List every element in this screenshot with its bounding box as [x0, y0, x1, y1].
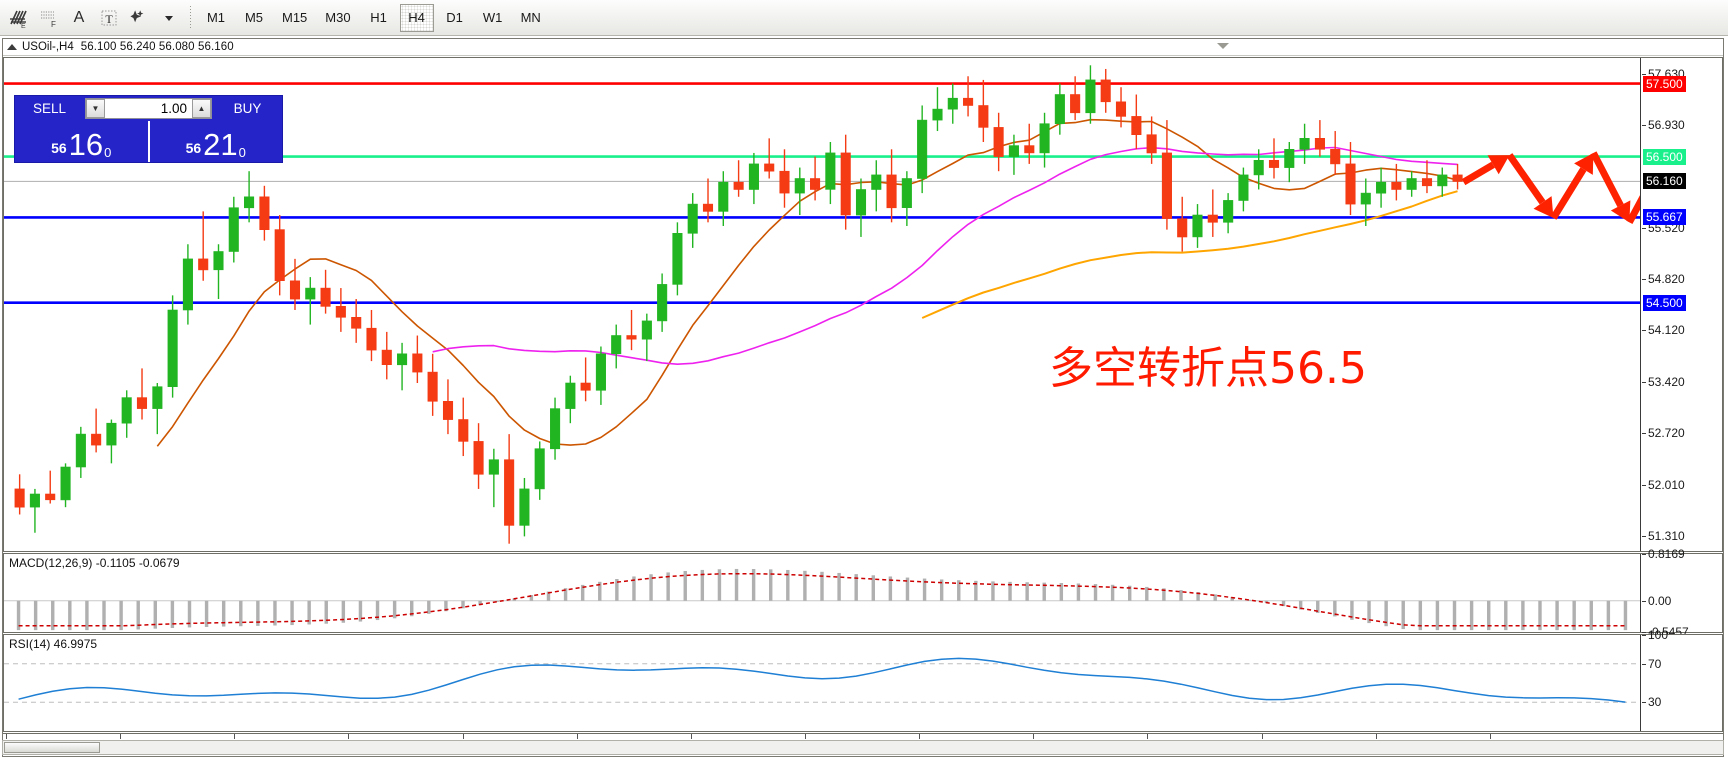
- timeframe-h4[interactable]: H4: [399, 3, 434, 32]
- chart-window: USOil-,H4 56.100 56.240 56.080 56.160 57…: [2, 38, 1724, 757]
- dropdown-arrow-icon[interactable]: [154, 3, 184, 33]
- scrollbar-thumb[interactable]: [4, 742, 100, 753]
- text-label-glyph: T: [101, 10, 117, 26]
- rsi-pane: RSI(14) 46.9975 100 70 30: [3, 628, 1723, 732]
- text-label-icon[interactable]: T: [94, 3, 124, 33]
- collapse-triangle-icon[interactable]: [7, 44, 17, 50]
- buy-price-prefix: 56: [185, 140, 202, 156]
- one-click-trading-panel: SELL ▼ 1.00 ▲ BUY 56 16 0 56 21 0: [14, 95, 283, 163]
- indicators-icon[interactable]: E: [4, 3, 34, 33]
- trade-panel-top-row: SELL ▼ 1.00 ▲ BUY: [15, 96, 282, 121]
- pane-divider-marker[interactable]: [1217, 43, 1229, 49]
- macd-pane: MACD(12,26,9) -0.1105 -0.0679 0.8169 0.00…: [3, 547, 1723, 639]
- symbol-name: USOil-,H4: [22, 41, 74, 53]
- main-toolbar: E F A T: [0, 0, 1728, 36]
- timeframe-m15[interactable]: M15: [282, 10, 308, 25]
- sell-button[interactable]: SELL: [32, 101, 67, 116]
- crosshair-glyph: F: [41, 11, 56, 29]
- objects-glyph: [130, 9, 144, 22]
- chart-annotation-text: 多空转折点56.5: [1049, 342, 1367, 394]
- macd-label: MACD(12,26,9) -0.1105 -0.0679: [9, 556, 180, 570]
- price-tick: 53.420: [1642, 374, 1685, 389]
- macd-tick: 0.00: [1641, 593, 1672, 608]
- sell-price-main: 16: [68, 127, 104, 162]
- price-tick: 51.310: [1642, 528, 1685, 543]
- crosshair-icon[interactable]: F: [34, 3, 64, 33]
- macd-tick: 0.8169: [1642, 547, 1685, 561]
- buy-price-main: 21: [203, 127, 238, 162]
- indicators-glyph: E: [10, 10, 27, 29]
- text-a-glyph: A: [73, 8, 85, 26]
- macd-plot-area[interactable]: MACD(12,26,9) -0.1105 -0.0679: [4, 554, 1640, 632]
- timeframe-m1[interactable]: M1: [206, 10, 226, 25]
- timeframe-d1[interactable]: D1: [446, 10, 463, 25]
- buy-price-quote[interactable]: 56 21 0: [147, 121, 283, 162]
- timeframe-m30[interactable]: M30: [325, 10, 351, 25]
- rsi-tick: 30: [1641, 695, 1662, 710]
- timeframe-mn[interactable]: MN: [520, 10, 541, 25]
- buy-price-fraction: 0: [238, 145, 246, 160]
- resistance-line-57500-tag[interactable]: 57.500: [1643, 75, 1686, 92]
- rsi-scale[interactable]: 100 70 30: [1640, 628, 1722, 731]
- current-price-line-tag[interactable]: 56.160: [1643, 173, 1686, 190]
- rsi-plot-area[interactable]: RSI(14) 46.9975: [4, 635, 1640, 731]
- volume-input[interactable]: 1.00: [105, 99, 192, 118]
- price-scale[interactable]: 57.630 56.930 55.520 54.820 54.120 53.420 52.7…: [1640, 58, 1722, 551]
- price-tick: 52.010: [1642, 477, 1685, 492]
- svg-text:E: E: [21, 23, 26, 29]
- volume-stepper[interactable]: ▼ 1.00 ▲: [85, 98, 212, 119]
- rsi-tick: 100: [1641, 628, 1669, 642]
- toolbar-separator: [190, 5, 191, 30]
- support-line-55667-tag[interactable]: 55.667: [1643, 209, 1686, 226]
- support-line-54500-tag[interactable]: 54.500: [1643, 294, 1686, 311]
- price-tick: 52.720: [1642, 425, 1685, 440]
- rsi-chart-svg: [4, 657, 1640, 703]
- symbol-info-bar: USOil-,H4 56.100 56.240 56.080 56.160: [3, 39, 1723, 56]
- text-icon[interactable]: A: [64, 3, 94, 33]
- macd-chart-svg: [4, 568, 1640, 631]
- volume-increment-button[interactable]: ▲: [192, 99, 211, 118]
- price-tick: 54.820: [1642, 272, 1685, 287]
- macd-scale[interactable]: 0.8169 0.00 -0.5457: [1640, 547, 1722, 639]
- symbol-ohlc: 56.100 56.240 56.080 56.160: [80, 41, 234, 53]
- trade-panel-prices-row: 56 16 0 56 21 0: [15, 121, 282, 162]
- svg-text:T: T: [105, 12, 113, 26]
- buy-button[interactable]: BUY: [233, 101, 262, 116]
- chevron-down-glyph: [165, 15, 173, 21]
- volume-decrement-button[interactable]: ▼: [86, 99, 105, 118]
- timeframe-m5[interactable]: M5: [244, 10, 264, 25]
- sell-price-quote[interactable]: 56 16 0: [15, 121, 148, 162]
- sell-price-prefix: 56: [51, 140, 67, 156]
- rsi-label: RSI(14) 46.9975: [9, 637, 98, 651]
- pivot-line-56500-tag[interactable]: 56.500: [1643, 148, 1686, 165]
- timeframe-w1[interactable]: W1: [482, 10, 503, 25]
- price-tick: 56.930: [1642, 118, 1685, 133]
- sell-price-fraction: 0: [104, 145, 112, 160]
- objects-icon[interactable]: [124, 3, 154, 33]
- rsi-tick: 70: [1641, 656, 1662, 671]
- horizontal-scrollbar[interactable]: [2, 740, 1724, 755]
- svg-text:F: F: [51, 20, 56, 29]
- price-pane: 57.630 56.930 55.520 54.820 54.120 53.420 52.7…: [3, 57, 1723, 552]
- price-tick: 54.120: [1642, 323, 1685, 338]
- price-chart-svg: [4, 65, 1640, 544]
- timeframe-h1[interactable]: H1: [370, 10, 387, 25]
